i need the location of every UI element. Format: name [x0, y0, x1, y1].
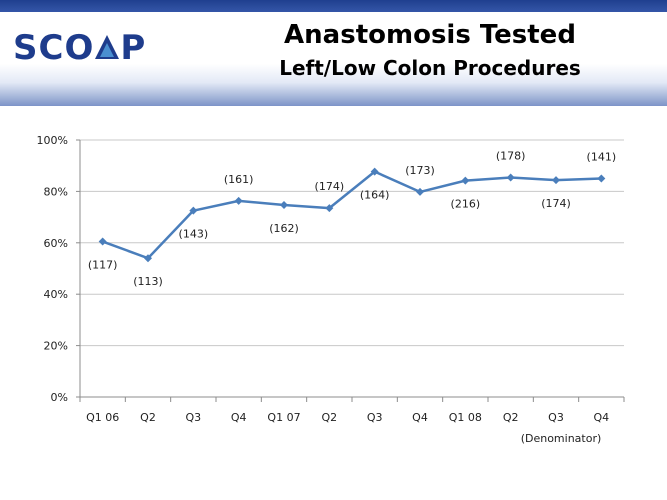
chart-axes: 0% 20% 40% 60% 80% 100% Q1 06 Q2 Q3 Q4 Q1 07 Q2 Q3 Q4…	[37, 134, 625, 424]
y-tick-label: 100%	[37, 134, 68, 147]
data-label: (117)	[88, 259, 118, 272]
data-label: (161)	[224, 173, 254, 186]
x-tick-label: Q2	[140, 411, 156, 424]
x-tick-label: Q1 07	[267, 411, 300, 424]
data-point-marker	[98, 237, 107, 246]
x-tick-label: Q2	[321, 411, 337, 424]
data-label: (178)	[496, 150, 526, 163]
data-point-marker	[234, 196, 243, 205]
data-label: (174)	[315, 180, 345, 193]
logo-text-prefix: SCO	[13, 28, 95, 68]
x-tick-label: Q4	[412, 411, 428, 424]
data-point-marker	[144, 254, 152, 263]
x-tick-label: Q1 06	[86, 411, 119, 424]
denominator-annotation: (Denominator)	[521, 432, 602, 445]
header-top-bar	[0, 0, 667, 12]
data-label: (216)	[451, 198, 481, 211]
logo-text-suffix: P	[120, 28, 147, 68]
data-point-marker	[370, 167, 379, 176]
data-point-marker	[461, 176, 470, 185]
x-tick-label: Q3	[367, 411, 383, 424]
data-label: (164)	[360, 189, 390, 202]
data-label: (173)	[405, 164, 435, 177]
x-tick-label: Q4	[231, 411, 247, 424]
page-title: Anastomosis Tested	[284, 20, 576, 50]
data-label: (113)	[133, 275, 163, 288]
y-tick-label: 40%	[44, 288, 68, 301]
x-tick-label: Q3	[185, 411, 201, 424]
chart-series	[98, 167, 606, 263]
data-label: (174)	[541, 197, 571, 210]
data-point-marker	[325, 204, 334, 213]
y-tick-label: 20%	[44, 340, 68, 353]
logo-triangle-icon	[94, 31, 120, 61]
data-point-marker	[597, 174, 606, 183]
data-point-marker	[506, 173, 515, 182]
scoap-logo: SCO P	[13, 28, 146, 68]
data-label: (141)	[587, 151, 617, 164]
data-label: (162)	[269, 222, 299, 235]
chart-grid	[80, 139, 624, 347]
data-point-marker	[552, 176, 560, 185]
x-tick-label: Q1 08	[449, 411, 482, 424]
x-tick-label: Q3	[548, 411, 564, 424]
data-point-marker	[280, 201, 288, 210]
y-tick-label: 80%	[44, 185, 68, 198]
page-subtitle: Left/Low Colon Procedures	[279, 56, 581, 80]
x-tick-label: Q4	[593, 411, 609, 424]
series-line	[102, 170, 602, 260]
y-tick-label: 0%	[51, 391, 68, 404]
x-tick-label: Q2	[503, 411, 519, 424]
data-point-marker	[416, 187, 424, 196]
data-label: (143)	[179, 228, 209, 241]
data-point-marker	[189, 206, 198, 215]
chart-labels: (117) (113) (143) (161) (162) (174) (164) (173)…	[88, 150, 616, 445]
y-tick-label: 60%	[44, 237, 68, 250]
